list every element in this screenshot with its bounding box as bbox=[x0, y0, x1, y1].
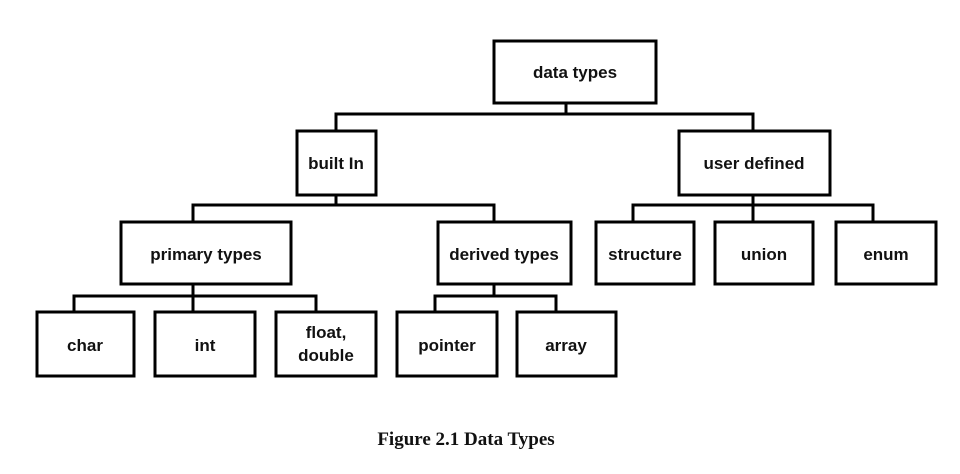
node-char-label: char bbox=[67, 336, 103, 355]
figure-caption: Figure 2.1 Data Types bbox=[377, 429, 554, 450]
node-built-in: built In bbox=[295, 129, 378, 197]
node-int: int bbox=[153, 310, 257, 378]
node-enum-label: enum bbox=[863, 245, 908, 264]
node-user-defined-label: user defined bbox=[703, 154, 804, 173]
node-structure-label: structure bbox=[608, 245, 682, 264]
node-union-label: union bbox=[741, 245, 787, 264]
connectors-root bbox=[334, 101, 755, 133]
node-data-types: data types bbox=[492, 39, 658, 105]
connectors-built-in bbox=[191, 193, 496, 224]
node-primary-types-label: primary types bbox=[150, 245, 262, 264]
node-float-double: float, double bbox=[274, 310, 378, 378]
node-array-label: array bbox=[545, 336, 587, 355]
node-array: array bbox=[515, 310, 618, 378]
node-pointer: pointer bbox=[395, 310, 499, 378]
node-built-in-label: built In bbox=[308, 154, 364, 173]
node-pointer-label: pointer bbox=[418, 336, 476, 355]
connectors-primary-types bbox=[72, 282, 318, 314]
node-float-label-line1: float, bbox=[306, 323, 347, 342]
node-derived-types-label: derived types bbox=[449, 245, 559, 264]
connectors-user-defined bbox=[631, 193, 875, 224]
node-derived-types: derived types bbox=[436, 220, 573, 286]
node-union: union bbox=[713, 220, 815, 286]
node-data-types-label: data types bbox=[533, 63, 617, 82]
node-enum: enum bbox=[834, 220, 938, 286]
connectors-derived-types bbox=[433, 282, 558, 314]
node-user-defined: user defined bbox=[677, 129, 832, 197]
node-char: char bbox=[35, 310, 136, 378]
node-structure: structure bbox=[594, 220, 696, 286]
node-int-label: int bbox=[195, 336, 216, 355]
node-float-label-line2: double bbox=[298, 346, 354, 365]
node-primary-types: primary types bbox=[119, 220, 293, 286]
